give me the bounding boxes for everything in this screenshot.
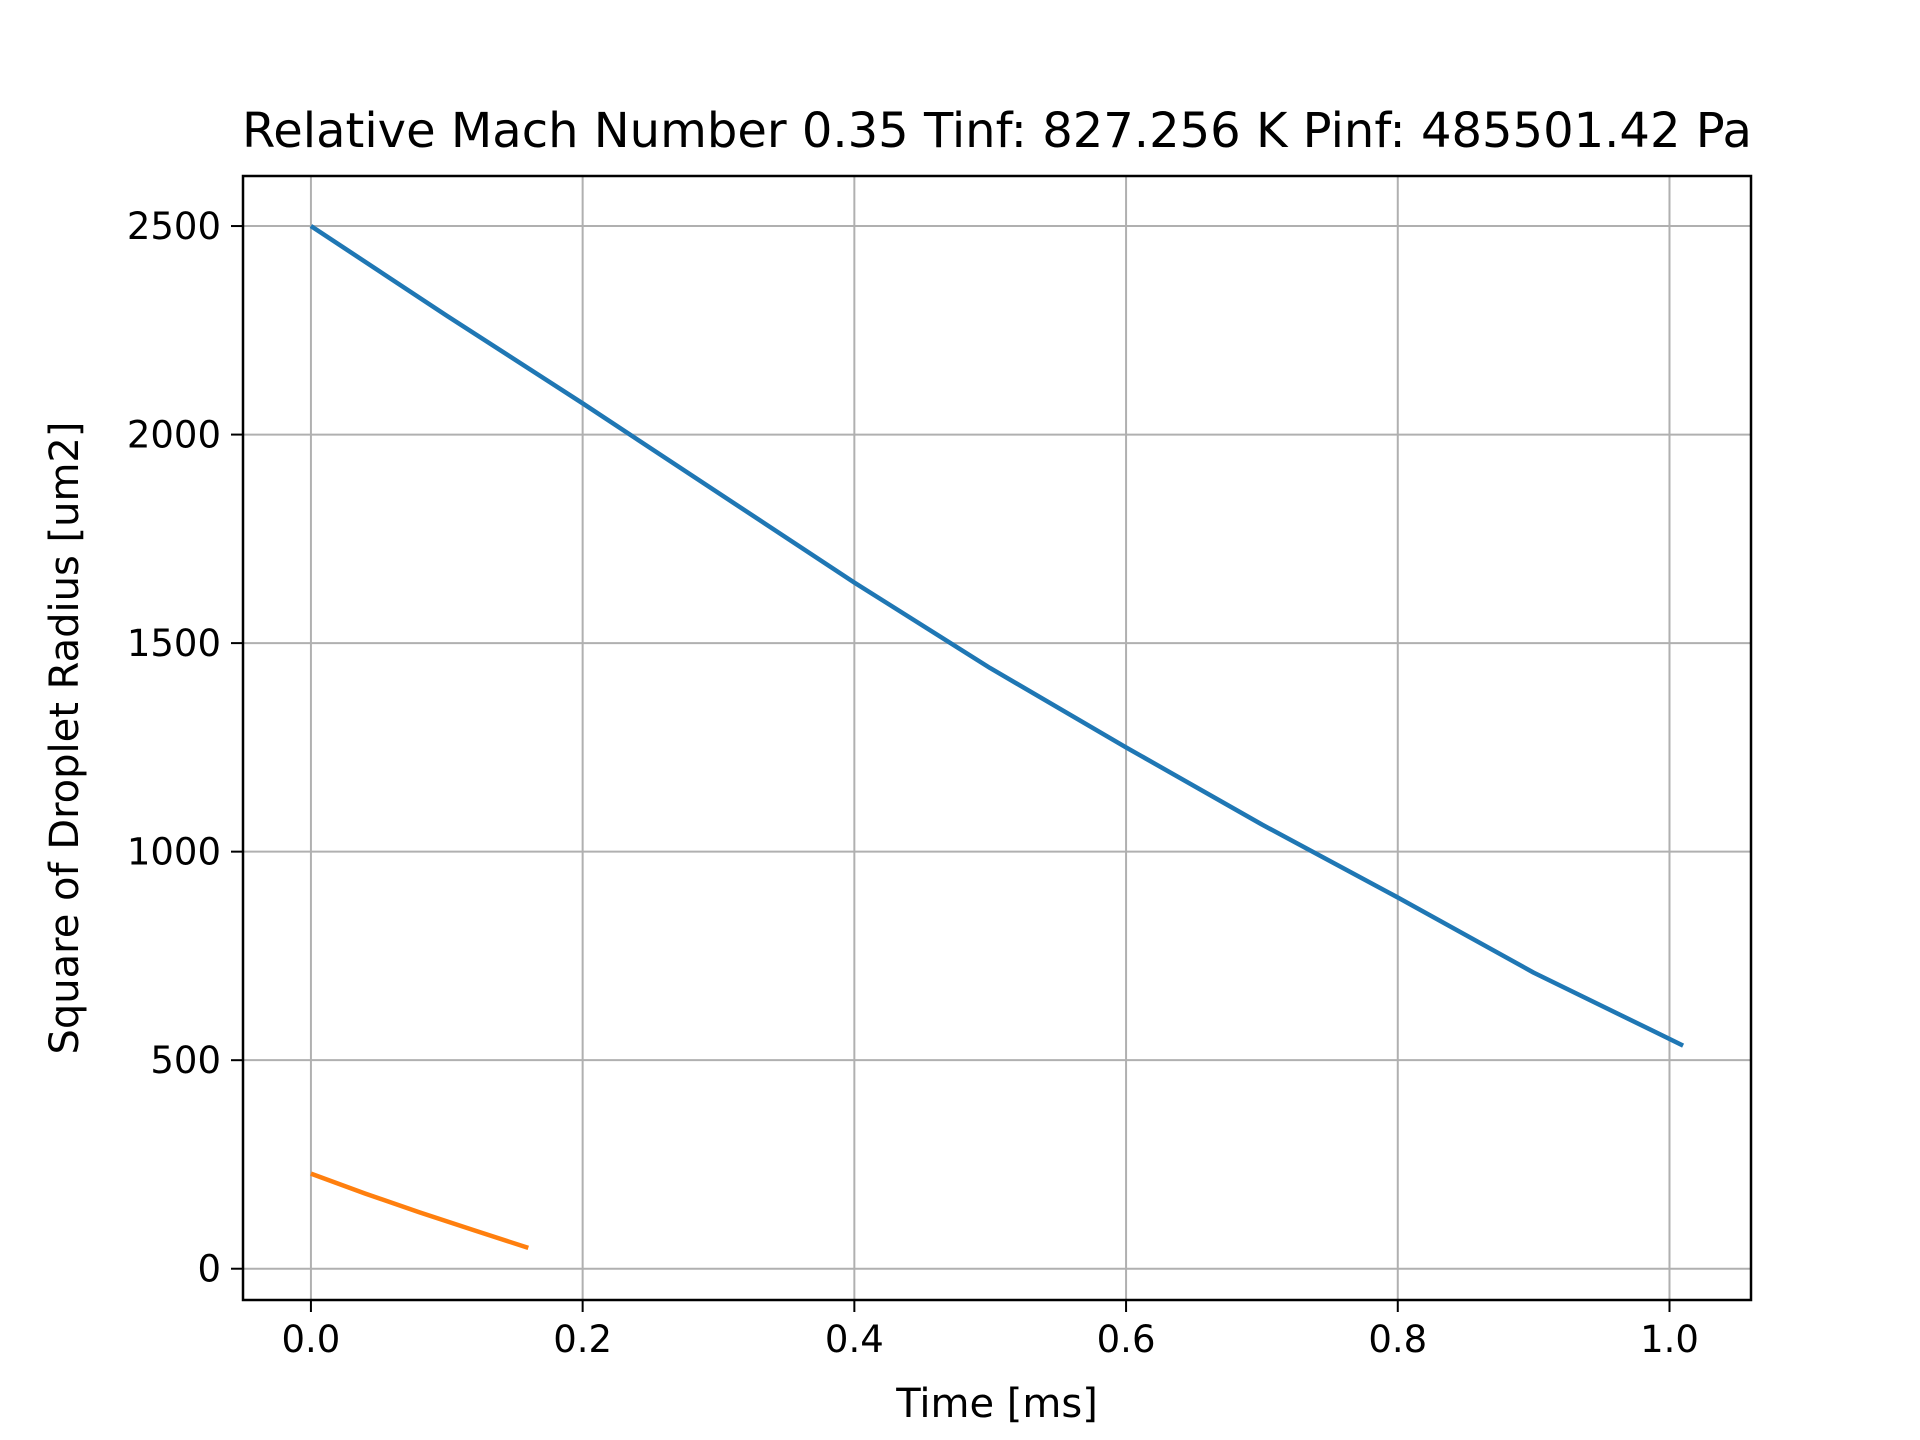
- y-tick-label: 1500: [127, 622, 221, 665]
- x-axis-label: Time [ms]: [895, 1381, 1098, 1427]
- y-tick-label: 2500: [127, 205, 221, 248]
- axis-ticks: 0.0 0.2 0.4 0.6 0.8 1.0 0 500 1000 1500 2000 2500: [127, 205, 1699, 1361]
- y-tick-label: 500: [150, 1039, 221, 1082]
- x-tick-label: 0.4: [825, 1318, 884, 1361]
- y-tick-label: 0: [197, 1248, 221, 1291]
- y-axis-label: Square of Droplet Radius [um2]: [42, 422, 88, 1055]
- x-tick-label: 0.8: [1368, 1318, 1427, 1361]
- series-line-1: [309, 224, 1685, 1048]
- chart-title: Relative Mach Number 0.35 Tinf: 827.256 …: [242, 103, 1752, 159]
- y-tick-label: 1000: [127, 831, 221, 874]
- x-tick-label: 1.0: [1640, 1318, 1699, 1361]
- series-lines: [309, 224, 1685, 1251]
- y-tick-label: 2000: [127, 414, 221, 457]
- plot-area-frame: [241, 174, 1753, 1302]
- x-tick-label: 0.0: [282, 1318, 341, 1361]
- x-tick-label: 0.2: [553, 1318, 612, 1361]
- series-line-2: [310, 1171, 529, 1251]
- grid-lines: [243, 176, 1751, 1300]
- x-tick-label: 0.6: [1097, 1318, 1156, 1361]
